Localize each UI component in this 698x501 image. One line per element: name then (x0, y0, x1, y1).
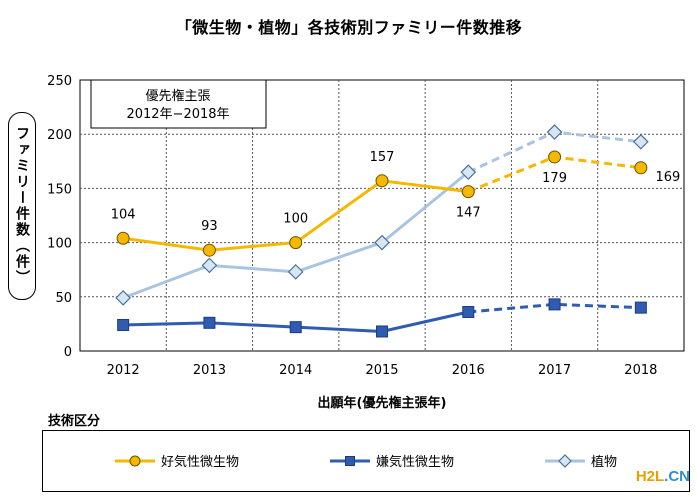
annotation-box: 優先権主張 2012年−2018年 (90, 79, 267, 129)
x-tick-label: 2013 (193, 363, 226, 378)
data-point (375, 174, 389, 188)
data-point (289, 236, 303, 250)
y-axis-label-frame: ファミリー件数（件） (8, 112, 36, 300)
line-chart: 0 50 100 150 200 250 2012 2013 2014 2015 2016 2017 2… (47, 74, 685, 378)
data-label: 104 (111, 207, 136, 222)
data-point (634, 161, 648, 175)
y-tick-label: 250 (47, 74, 72, 89)
series-0 (116, 150, 648, 257)
y-tick-label: 200 (47, 128, 72, 143)
legend-marker (558, 453, 572, 468)
legend-item: 嫌気性微生物 (328, 451, 454, 470)
data-point (203, 316, 216, 329)
x-tick-label: 2016 (452, 363, 485, 378)
legend-swatch (115, 455, 155, 466)
data-point (461, 185, 475, 199)
data-point (115, 290, 131, 306)
legend-marker (345, 455, 355, 466)
series-line-forecast (468, 302, 641, 314)
chart-title: 「微生物・植物」各技術別ファミリー件数推移 (175, 18, 523, 37)
y-axis-label: ファミリー件数（件） (14, 126, 30, 286)
legend-item: 好気性微生物 (113, 451, 239, 470)
data-point (116, 231, 130, 245)
data-point (462, 305, 475, 318)
series-1 (117, 298, 647, 338)
data-label: 93 (201, 219, 218, 234)
series-2 (115, 124, 649, 306)
y-tick-label: 150 (47, 182, 72, 197)
data-point (289, 321, 302, 334)
y-tick-label: 50 (55, 291, 72, 306)
plot-area (79, 79, 685, 352)
data-point (374, 234, 390, 251)
data-label: 169 (655, 170, 680, 185)
data-point (376, 325, 388, 338)
data-point (548, 298, 561, 311)
x-tick-label: 2012 (107, 363, 140, 378)
data-point (546, 124, 563, 140)
data-point (460, 164, 477, 180)
x-tick-label: 2018 (624, 363, 657, 378)
legend-label: 植物 (591, 455, 618, 470)
data-point (202, 243, 216, 257)
data-point (634, 301, 647, 314)
data-label: 147 (456, 206, 481, 221)
x-axis-label: 出願年(優先権主張年) (317, 396, 447, 411)
annotation-line: 優先権主張 (145, 88, 210, 104)
legend-label: 好気性微生物 (161, 455, 240, 470)
y-tick-label: 100 (47, 237, 72, 252)
data-point (548, 150, 562, 164)
annotation-line: 2012年−2018年 (126, 107, 229, 122)
y-tick-label: 0 (64, 345, 72, 360)
legend: 好気性微生物 嫌気性微生物 植物 (42, 430, 690, 492)
legend-marker (129, 455, 141, 466)
legend-swatch (545, 453, 585, 468)
legend-title: 技術区分 (48, 414, 101, 429)
x-tick-label: 2014 (279, 363, 312, 378)
data-label: 179 (542, 171, 567, 186)
data-label: 100 (283, 212, 308, 227)
x-tick-label: 2015 (365, 363, 398, 378)
data-point (633, 133, 649, 150)
annotation-frame (90, 79, 267, 129)
data-point (117, 318, 130, 331)
x-tick-label: 2017 (538, 363, 571, 378)
data-point (287, 264, 304, 280)
data-point (201, 257, 218, 274)
legend-item: 植物 (543, 451, 617, 470)
legend-label: 嫌気性微生物 (376, 455, 455, 470)
watermark-logo: H2L.CN (635, 468, 690, 485)
legend-swatch (330, 455, 370, 466)
data-label: 157 (370, 150, 395, 165)
